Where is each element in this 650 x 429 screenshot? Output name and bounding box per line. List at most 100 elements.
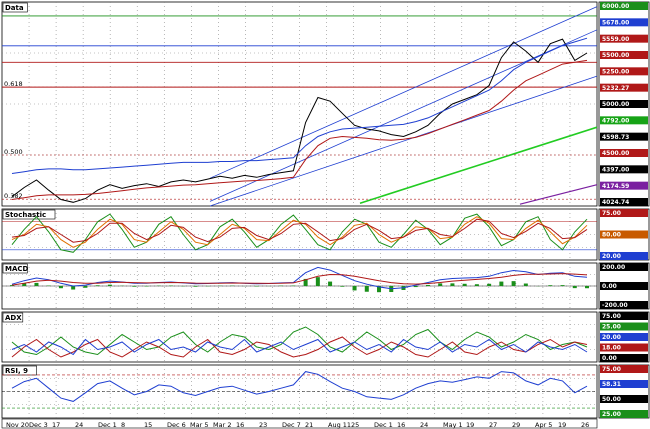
pane-2: MACD 200.00 0.00 -200.00 [1,262,650,310]
price-tag-label: 4174.59 [602,183,629,190]
macd-histogram-bar [340,286,345,287]
x-tick-label: 27 [489,421,497,429]
price-tag [600,410,648,418]
price-tag [600,51,648,59]
series-line [11,38,588,203]
price-tag [600,322,648,331]
long-moving-average [359,126,598,204]
x-tick-label: Aug 11 [328,421,351,429]
macd-histogram-bar [560,285,565,286]
price-tag-label: 0.00 [602,355,617,362]
price-tag [600,343,648,352]
macd-histogram-bar [107,284,112,286]
pane-4: RSI, 9 75.00 58.31 50.00 25.00 [1,364,650,419]
x-tick-label: Dec 1 [98,421,117,429]
x-tick-label: 19 [466,421,474,429]
macd-histogram-bar [425,284,430,286]
x-tick-label: 29 [512,421,520,429]
price-tag [600,333,648,341]
macd-histogram-bar [71,286,76,290]
series-line [11,266,588,290]
macd-histogram-bar [22,283,27,286]
price-tag-label: 75.00 [602,313,621,320]
price-tag-label: 4024.74 [602,199,629,206]
macd-histogram-bar [487,283,492,286]
pane-title: MACD [5,265,29,273]
macd-histogram-bar [413,286,418,288]
pane-title-box [2,263,28,274]
price-tag [600,354,648,362]
pane-title: Stochastic [5,211,46,219]
price-tag-label: 5500.00 [602,52,629,59]
series-line [11,371,588,402]
series-line [11,216,588,248]
macd-histogram-bar [585,286,589,289]
pane-3: ADX 75.00 25.00 20.00 18.00 0.00 [1,311,650,363]
price-tag-label: 4397.00 [602,167,629,174]
price-tag [600,83,648,92]
price-tag [600,18,648,27]
price-tag-label: 50.00 [602,396,621,403]
macd-histogram-bar [10,285,14,286]
price-tag-label: 5250.00 [602,69,629,76]
fib-label: 0.618 [4,80,23,88]
series-line [11,59,588,200]
price-tag-label: -200.00 [602,302,628,309]
pane-frame [1,1,598,207]
macd-histogram-bar [364,286,369,292]
macd-histogram-bar [303,278,308,286]
price-tag [600,181,648,190]
x-tick-label: 26 [581,421,589,429]
x-tick-label: Nov 20 [6,421,29,429]
trend-channel-line [209,29,598,202]
macd-histogram-bar [377,286,382,293]
price-tag-label: 6000.00 [602,3,629,10]
price-tag-label: 4598.73 [602,134,629,141]
price-tag-label: 5000.00 [602,101,629,108]
price-tag-label: 75.00 [602,210,621,217]
x-tick-label: 21 [305,421,313,429]
pane-title-box [2,312,24,323]
price-tag [600,2,648,10]
pane-title: RSI, 9 [5,367,28,375]
fib-label: 0.500 [4,148,23,156]
price-tag-label: 200.00 [602,264,625,271]
pane-0: Data0.6180.5000.3826000.005678.005559.00… [1,1,650,207]
macd-histogram-bar [315,277,320,286]
x-tick-label: Dec 6 [167,421,186,429]
x-tick-label: 16 [236,421,244,429]
price-tag [600,209,648,217]
price-tag [600,67,648,76]
price-tag-label: 5678.00 [602,20,629,27]
price-tag [600,132,648,141]
purple-trendline [519,184,598,205]
price-tag-label: 80.00 [602,232,621,239]
pane-axis [598,364,650,419]
price-tag [600,263,648,271]
price-tag [600,395,648,403]
macd-histogram-bar [499,281,504,286]
trend-channel-line [209,6,598,179]
macd-histogram-bar [572,286,577,289]
price-tag-label: 4792.00 [602,118,629,125]
trend-channel-line [209,75,598,207]
series-line [11,326,588,356]
price-tag [600,198,648,206]
price-tag [600,312,648,320]
price-tag-label: 75.00 [602,366,621,373]
macd-histogram-bar [548,285,553,286]
x-axis: Nov 20 Dec 3 17 24 Dec 1 8 15 Dec 6 Mar 5 Mar 2 16… [1,418,598,429]
pane-title-box [2,2,28,13]
series-line [11,37,588,174]
price-tag-label: 4500.00 [602,150,629,157]
macd-histogram-bar [83,286,88,288]
x-tick-label: 25 [351,421,359,429]
price-tag [600,301,648,309]
pane-title-box [2,209,56,220]
x-tick-label: Dec 7 [282,421,301,429]
macd-histogram-bar [58,286,63,289]
x-axis-frame [1,418,598,429]
macd-histogram-bar [328,281,333,286]
macd-histogram-bar [474,284,479,286]
